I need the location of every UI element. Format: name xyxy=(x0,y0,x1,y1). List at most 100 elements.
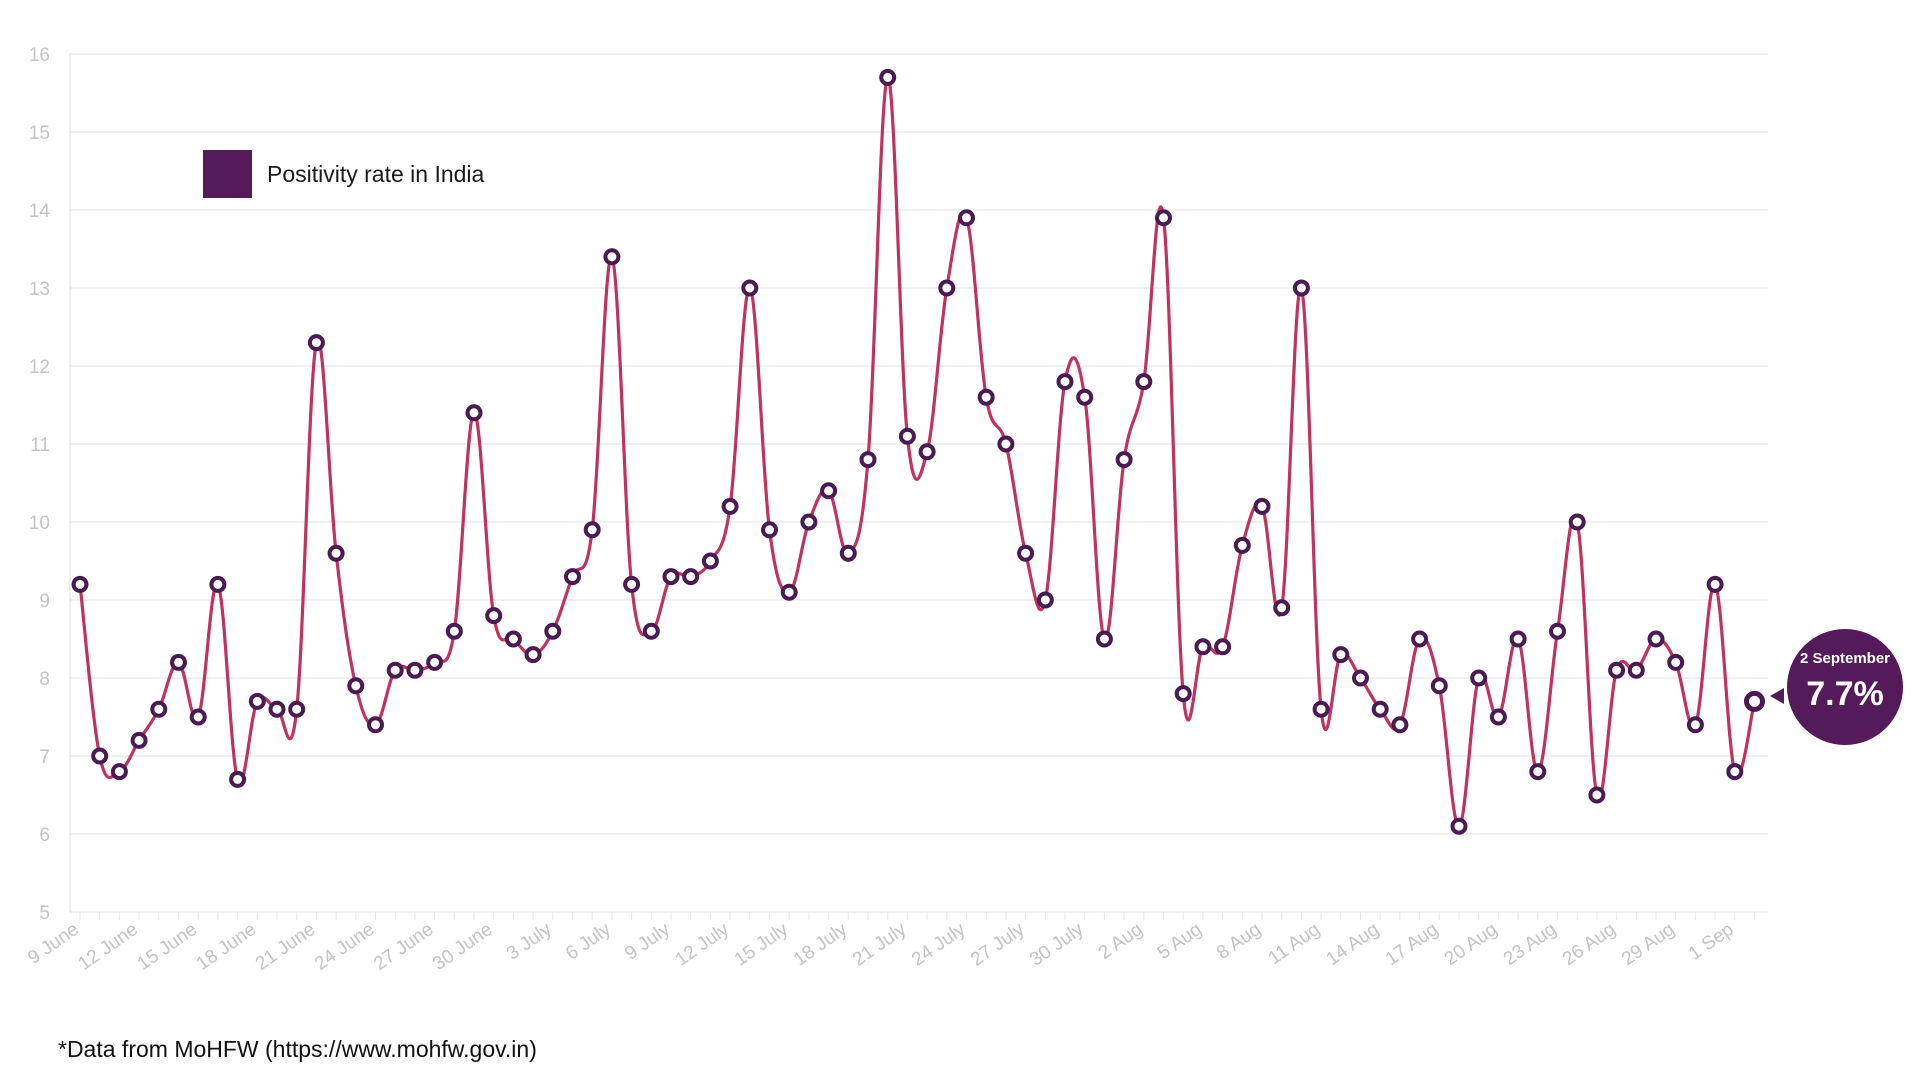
data-point xyxy=(71,575,89,593)
y-tick-label-10: 10 xyxy=(29,513,50,534)
legend-label: Positivity rate in India xyxy=(267,161,485,187)
data-point xyxy=(662,568,680,586)
y-tick-label-9: 9 xyxy=(39,591,50,612)
data-point xyxy=(800,513,818,531)
x-tick-label: 24 July xyxy=(908,919,970,971)
callout-pointer xyxy=(1770,688,1784,704)
y-tick-label-12: 12 xyxy=(29,357,50,378)
data-point xyxy=(327,544,345,562)
data-point xyxy=(1726,763,1744,781)
y-tick-label-15: 15 xyxy=(29,123,50,144)
legend-swatch xyxy=(203,150,252,198)
x-tick-label: 29 Aug xyxy=(1618,919,1679,970)
data-point xyxy=(1391,716,1409,734)
data-point xyxy=(268,700,286,718)
data-point xyxy=(307,334,325,352)
data-point xyxy=(189,708,207,726)
data-point xyxy=(1214,638,1232,656)
data-point xyxy=(1706,575,1724,593)
y-tick-label-14: 14 xyxy=(29,201,51,222)
data-point xyxy=(721,497,739,515)
data-point xyxy=(1076,388,1094,406)
y-tick-label-11: 11 xyxy=(30,435,50,456)
data-point xyxy=(426,653,444,671)
data-point xyxy=(839,544,857,562)
x-tick-label: 18 July xyxy=(790,919,852,971)
data-point xyxy=(583,521,601,539)
data-point xyxy=(1411,630,1429,648)
y-tick-label-5: 5 xyxy=(39,903,50,924)
data-point xyxy=(524,646,542,664)
data-point xyxy=(1667,653,1685,671)
data-point xyxy=(347,677,365,695)
x-tick-label: 30 July xyxy=(1026,919,1088,971)
legend: Positivity rate in India xyxy=(203,150,485,198)
data-point xyxy=(1489,708,1507,726)
data-point xyxy=(1627,661,1645,679)
data-point xyxy=(406,661,424,679)
data-point xyxy=(504,630,522,648)
x-tick-label: 27 June xyxy=(370,919,437,975)
x-tick-label: 6 July xyxy=(562,919,615,965)
x-tick-label: 21 June xyxy=(252,919,319,975)
data-point xyxy=(1549,622,1566,640)
data-point xyxy=(1312,700,1330,718)
data-point xyxy=(623,575,641,593)
data-point xyxy=(1352,669,1369,687)
data-point xyxy=(1017,544,1035,562)
data-point xyxy=(110,763,128,781)
data-point xyxy=(997,435,1015,453)
x-tick-label: 20 Aug xyxy=(1441,919,1502,970)
data-point xyxy=(465,404,483,422)
y-tick-label-13: 13 xyxy=(29,279,50,300)
x-tick-label: 17 Aug xyxy=(1382,919,1443,970)
y-tick-label-6: 6 xyxy=(39,825,50,846)
data-point xyxy=(170,653,187,671)
data-point xyxy=(701,552,719,570)
data-point xyxy=(1371,700,1389,718)
x-tick-label: 15 July xyxy=(731,919,793,971)
data-point xyxy=(544,622,562,640)
data-point xyxy=(780,583,798,601)
data-point xyxy=(918,443,936,461)
x-tick-label: 1 Sep xyxy=(1685,919,1738,965)
x-tick-label: 23 Aug xyxy=(1500,919,1561,970)
grid-lines xyxy=(69,53,1768,920)
data-point xyxy=(1647,630,1665,648)
data-point xyxy=(91,747,109,765)
x-tick-label: 15 June xyxy=(134,919,201,975)
x-tick-label: 11 Aug xyxy=(1265,919,1324,969)
data-point xyxy=(386,661,404,679)
data-point xyxy=(1174,685,1192,703)
data-point xyxy=(1036,591,1054,609)
latest-value-callout: 2 September 7.7% xyxy=(1770,629,1903,745)
data-point xyxy=(1744,690,1765,712)
data-point xyxy=(1273,599,1291,617)
data-point xyxy=(1292,279,1310,297)
x-tick-label: 3 July xyxy=(503,919,556,965)
x-tick-label: 26 Aug xyxy=(1559,919,1620,970)
data-point xyxy=(150,700,168,718)
callout-bubble xyxy=(1787,629,1903,745)
data-point xyxy=(741,279,759,297)
data-point xyxy=(248,692,266,710)
data-point xyxy=(603,248,621,266)
x-tick-label: 5 Aug xyxy=(1154,919,1206,964)
x-tick-label: 12 July xyxy=(672,919,734,971)
data-point xyxy=(1686,716,1704,734)
callout-date: 2 September xyxy=(1800,650,1890,667)
x-tick-label: 8 Aug xyxy=(1213,919,1265,964)
data-point xyxy=(859,451,877,469)
data-point xyxy=(229,770,247,788)
x-tick-label: 30 June xyxy=(429,919,496,975)
y-axis-ticks: 5 6 7 8 9 10 11 12 13 14 15 16 xyxy=(29,45,51,924)
callout-value: 7.7% xyxy=(1806,675,1884,713)
x-tick-label: 21 July xyxy=(849,919,911,971)
data-point xyxy=(1155,209,1172,227)
data-point xyxy=(130,731,148,749)
data-point xyxy=(761,521,778,539)
data-point xyxy=(209,575,227,593)
